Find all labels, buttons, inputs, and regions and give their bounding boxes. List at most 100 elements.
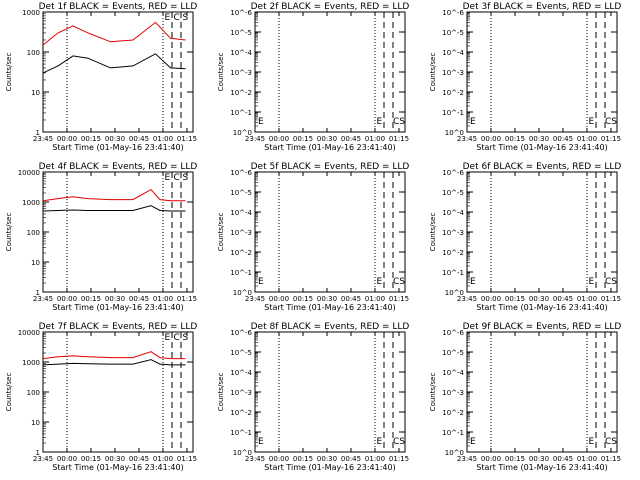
y-tick-label: 10^-4 xyxy=(442,49,464,57)
y-tick-label: 10^-4 xyxy=(442,209,464,217)
y-tick-label: 1000 xyxy=(22,9,40,17)
x-tick-label: 00:30 xyxy=(317,295,337,303)
x-tick-label: 23:45 xyxy=(245,455,265,463)
chart-panel-4: Det 4f BLACK = Events, RED = LLD Counts/s… xyxy=(5,162,197,312)
x-axis-label: Start Time (01-May-16 23:41:40) xyxy=(52,303,183,312)
y-tick-label: 10^-2 xyxy=(230,89,252,97)
x-tick-label: 00:15 xyxy=(505,135,525,143)
x-tick-label: 00:30 xyxy=(105,455,125,463)
y-tick-label: 10^-6 xyxy=(442,169,464,177)
y-tick-label: 10^-5 xyxy=(230,349,252,357)
y-axis-label: Counts/sec xyxy=(217,53,225,92)
y-tick-label: 10^-4 xyxy=(230,209,252,217)
x-axis-label: Start Time (01-May-16 23:41:40) xyxy=(264,303,395,312)
x-tick-label: 00:45 xyxy=(553,455,573,463)
y-tick-label: 10^-3 xyxy=(230,389,252,397)
y-axis-label: Counts/sec xyxy=(429,213,437,252)
x-tick-label: 01:15 xyxy=(389,135,409,143)
x-tick-label: 01:00 xyxy=(153,135,173,143)
y-tick-label: 1000 xyxy=(22,359,40,367)
event-marker-label: E xyxy=(589,437,595,447)
y-tick-label: 10^-3 xyxy=(442,69,464,77)
x-tick-label: 00:00 xyxy=(57,295,77,303)
x-tick-label: 00:00 xyxy=(269,295,289,303)
x-tick-label: 01:15 xyxy=(177,135,197,143)
event-marker-label: CS xyxy=(393,277,405,287)
chart-title: Det 1f BLACK = Events, RED = LLD xyxy=(39,2,198,12)
x-tick-label: 00:45 xyxy=(341,135,361,143)
event-marker-label: E xyxy=(377,437,383,447)
x-tick-label: 00:30 xyxy=(529,455,549,463)
x-tick-label: 00:00 xyxy=(481,455,501,463)
y-tick-label: 1000 xyxy=(22,199,40,207)
x-tick-label: 01:00 xyxy=(365,455,385,463)
y-tick-label: 10^0 xyxy=(445,129,464,137)
x-axis-label: Start Time (01-May-16 23:41:40) xyxy=(52,143,183,152)
x-tick-label: 00:30 xyxy=(317,135,337,143)
x-tick-label: 00:30 xyxy=(529,295,549,303)
event-marker-label: S xyxy=(183,173,189,183)
event-marker-label: E xyxy=(165,173,171,183)
x-tick-label: 01:00 xyxy=(577,455,597,463)
chart-panel-1: Det 1f BLACK = Events, RED = LLD Counts/s… xyxy=(5,2,197,152)
y-axis-label: Counts/sec xyxy=(5,213,13,252)
y-tick-label: 100 xyxy=(27,389,40,397)
chart-panel-2: Det 2f BLACK = Events, RED = LLD Counts/s… xyxy=(217,2,409,152)
y-tick-label: 10^0 xyxy=(445,449,464,457)
y-tick-label: 10^-4 xyxy=(442,369,464,377)
y-tick-label: 10^0 xyxy=(233,129,252,137)
x-tick-label: 00:00 xyxy=(481,295,501,303)
y-tick-label: 10^-6 xyxy=(442,329,464,337)
x-axis-label: Start Time (01-May-16 23:41:40) xyxy=(264,143,395,152)
chart-title: Det 3f BLACK = Events, RED = LLD xyxy=(463,2,622,12)
y-tick-label: 10^-2 xyxy=(442,249,464,257)
y-axis-label: Counts/sec xyxy=(217,213,225,252)
x-tick-label: 23:45 xyxy=(33,455,53,463)
y-tick-label: 10^-4 xyxy=(230,49,252,57)
event-marker-label: E xyxy=(589,117,595,127)
x-tick-label: 01:15 xyxy=(601,455,621,463)
x-tick-label: 00:00 xyxy=(481,135,501,143)
chart-panel-3: Det 3f BLACK = Events, RED = LLD Counts/s… xyxy=(429,2,621,152)
x-tick-label: 00:00 xyxy=(269,455,289,463)
x-axis-label: Start Time (01-May-16 23:41:40) xyxy=(52,463,183,472)
lld-series-line xyxy=(42,351,186,360)
event-marker-label: E xyxy=(165,13,171,23)
y-tick-label: 10^0 xyxy=(233,449,252,457)
chart-title: Det 6f BLACK = Events, RED = LLD xyxy=(463,162,622,172)
y-tick-label: 10^-1 xyxy=(442,269,464,277)
x-tick-label: 00:30 xyxy=(529,135,549,143)
y-tick-label: 10^-1 xyxy=(230,269,252,277)
x-tick-label: 01:15 xyxy=(177,295,197,303)
x-tick-label: 00:45 xyxy=(341,455,361,463)
x-tick-label: 23:45 xyxy=(457,455,477,463)
event-marker-label: E xyxy=(258,437,264,447)
x-tick-label: 01:15 xyxy=(389,295,409,303)
y-tick-label: 10^-5 xyxy=(442,349,464,357)
y-tick-label: 10^-6 xyxy=(442,9,464,17)
x-tick-label: 01:00 xyxy=(365,135,385,143)
plot-frame xyxy=(254,331,406,453)
x-tick-label: 23:45 xyxy=(457,295,477,303)
chart-title: Det 7f BLACK = Events, RED = LLD xyxy=(39,322,198,332)
event-marker-label: S xyxy=(183,333,189,343)
event-marker-label: E xyxy=(470,277,476,287)
x-tick-label: 00:30 xyxy=(105,295,125,303)
y-tick-label: 10^-1 xyxy=(230,109,252,117)
x-tick-label: 01:00 xyxy=(577,295,597,303)
event-marker-label: CS xyxy=(605,437,617,447)
x-tick-label: 23:45 xyxy=(245,295,265,303)
event-marker-label: E xyxy=(589,277,595,287)
y-tick-label: 1 xyxy=(36,449,40,457)
event-marker-label: CS xyxy=(393,437,405,447)
x-tick-label: 00:00 xyxy=(57,135,77,143)
y-tick-label: 10 xyxy=(31,259,40,267)
y-tick-label: 10^-5 xyxy=(230,189,252,197)
x-tick-label: 00:15 xyxy=(293,135,313,143)
event-marker-label: E xyxy=(258,117,264,127)
y-tick-label: 10^-2 xyxy=(442,409,464,417)
x-tick-label: 01:00 xyxy=(577,135,597,143)
x-tick-label: 01:00 xyxy=(153,295,173,303)
y-tick-label: 10^0 xyxy=(445,289,464,297)
